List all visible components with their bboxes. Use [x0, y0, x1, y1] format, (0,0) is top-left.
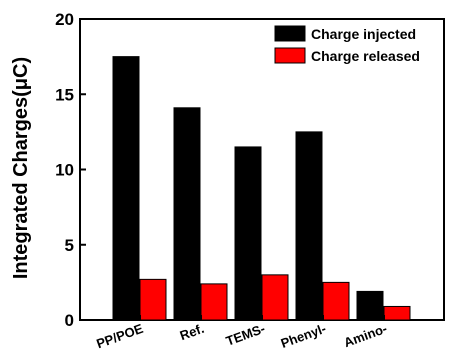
x-tick-label: PP/POE — [94, 321, 145, 352]
x-tick-label: Amino- — [342, 321, 389, 350]
bar-charge-released — [322, 281, 350, 321]
y-axis-title: Integrated Charges(μC) — [10, 57, 32, 279]
y-tick-label: 5 — [65, 236, 74, 255]
y-tick-label: 20 — [55, 10, 74, 29]
bar-charge-injected — [112, 56, 140, 321]
bar-charge-released — [383, 305, 411, 321]
legend-label: Charge injected — [311, 26, 416, 42]
y-tick-label: 15 — [55, 85, 74, 104]
x-tick-label: Ref. — [178, 321, 206, 343]
bar-charge-injected — [173, 107, 201, 321]
bar-charge-injected — [356, 290, 384, 321]
y-tick-label: 10 — [55, 161, 74, 180]
bar-charge-released — [139, 278, 167, 321]
x-tick-label: TEMS- — [224, 321, 267, 349]
bar-charge-injected — [295, 131, 323, 321]
x-tick-label: Phenyl- — [279, 321, 328, 351]
bar-charge-released — [261, 274, 289, 321]
y-tick-label: 0 — [65, 311, 74, 330]
bar-charge-injected — [234, 146, 262, 321]
plot-area: 0 5 10 15 20 PP/POE Ref. TEMS- Phenyl- Amino- Char… — [55, 10, 445, 352]
legend-swatch — [274, 47, 306, 64]
legend-swatch — [274, 25, 306, 42]
legend-label: Charge released — [311, 48, 420, 64]
bar-charge-released — [200, 283, 228, 321]
